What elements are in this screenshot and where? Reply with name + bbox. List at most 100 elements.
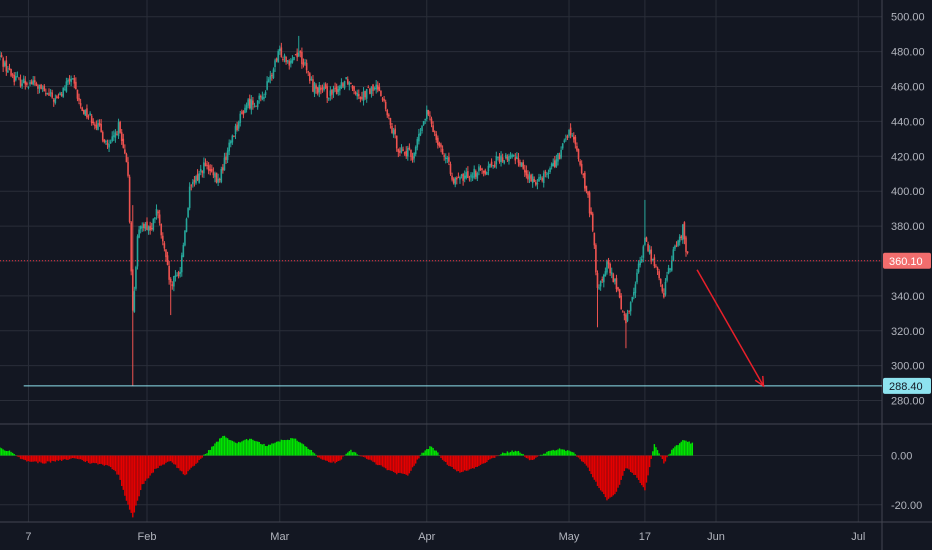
candle-body bbox=[290, 60, 292, 64]
candle-body bbox=[424, 119, 426, 121]
candle-body bbox=[486, 171, 488, 175]
candle-body bbox=[400, 147, 403, 152]
candle-body bbox=[101, 132, 104, 141]
candle-body bbox=[30, 81, 33, 85]
candle-body bbox=[650, 249, 653, 262]
candle-body bbox=[214, 173, 216, 178]
candle-body bbox=[478, 166, 480, 172]
candle-body bbox=[32, 80, 34, 85]
candle-body bbox=[67, 79, 69, 83]
current-price-tag: 360.10 bbox=[883, 252, 931, 269]
candle-body bbox=[364, 91, 366, 98]
candle-body bbox=[195, 176, 197, 184]
candle-body bbox=[550, 163, 553, 167]
candle-body bbox=[190, 185, 193, 187]
candle-body bbox=[582, 174, 585, 176]
candle-body bbox=[168, 265, 170, 280]
candle-body bbox=[196, 173, 199, 181]
candle-body bbox=[610, 272, 613, 275]
candle-body bbox=[647, 243, 649, 251]
candle-body bbox=[60, 94, 63, 96]
y-tick-label: 280.00 bbox=[891, 396, 925, 408]
candle-body bbox=[109, 141, 112, 144]
candle-body bbox=[272, 69, 275, 79]
candle-body bbox=[588, 192, 591, 214]
candle-body bbox=[375, 84, 377, 90]
candle-body bbox=[598, 287, 600, 289]
x-tick-label: Feb bbox=[138, 531, 157, 543]
candle-body bbox=[62, 87, 65, 97]
candle-body bbox=[260, 95, 262, 98]
candle-body bbox=[489, 163, 491, 168]
candle-body bbox=[394, 128, 396, 134]
candle-body bbox=[557, 153, 559, 162]
candle-body bbox=[541, 178, 543, 181]
candle-body bbox=[29, 82, 31, 85]
candle-body bbox=[19, 79, 22, 87]
candle-body bbox=[356, 93, 359, 97]
candle-body bbox=[670, 260, 673, 271]
candle-body bbox=[222, 167, 224, 171]
candle-body bbox=[103, 139, 106, 143]
candle-body bbox=[388, 114, 390, 117]
candle-body bbox=[528, 175, 531, 179]
candle-body bbox=[452, 178, 455, 184]
candle-body bbox=[97, 123, 99, 130]
candle-body bbox=[601, 279, 604, 281]
candle-body bbox=[54, 98, 57, 104]
candle-body bbox=[487, 165, 490, 171]
candle-body bbox=[38, 85, 41, 89]
down-arrow-shaft bbox=[696, 269, 765, 387]
x-tick-label: Apr bbox=[418, 531, 435, 543]
candle-body bbox=[367, 86, 370, 88]
candle-body bbox=[185, 218, 188, 232]
candle-body bbox=[441, 148, 444, 155]
candle-body bbox=[617, 287, 619, 290]
candle-body bbox=[71, 78, 74, 80]
candle-body bbox=[173, 276, 175, 287]
candle-body bbox=[114, 132, 117, 138]
candle-body bbox=[380, 90, 382, 97]
candle-body bbox=[473, 168, 475, 178]
y-tick-label: 340.00 bbox=[891, 291, 925, 303]
candle-body bbox=[547, 172, 550, 174]
candle-body bbox=[369, 88, 371, 94]
candle-body bbox=[324, 84, 327, 88]
candle-body bbox=[143, 224, 145, 228]
candle-body bbox=[18, 77, 20, 79]
candle-body bbox=[370, 87, 373, 94]
candle-body bbox=[678, 236, 681, 243]
candle-body bbox=[329, 90, 332, 97]
candle-body bbox=[353, 86, 355, 92]
y-tick-label: 460.00 bbox=[891, 82, 925, 94]
candle-body bbox=[3, 62, 6, 66]
candle-body bbox=[685, 237, 687, 252]
candle-body bbox=[620, 295, 622, 310]
candle-body bbox=[391, 125, 393, 134]
candle-body bbox=[335, 86, 338, 94]
candle-body bbox=[64, 89, 66, 91]
candle-body bbox=[165, 249, 167, 258]
candle-body bbox=[116, 134, 118, 136]
candle-body bbox=[440, 144, 442, 148]
candle-body bbox=[46, 93, 49, 95]
candle-body bbox=[141, 226, 144, 228]
candle-body bbox=[645, 237, 648, 242]
candle-body bbox=[512, 155, 515, 157]
candle-body bbox=[574, 136, 577, 145]
axes: 500.00 480.00 460.00 440.00 420.00 400.00 380.… bbox=[25, 12, 924, 543]
candle-body bbox=[642, 246, 645, 258]
candle-body bbox=[446, 158, 449, 160]
candle-body bbox=[606, 261, 608, 273]
candle-body bbox=[474, 170, 477, 177]
candle-body bbox=[119, 121, 121, 133]
candle-body bbox=[462, 173, 464, 181]
candle-body bbox=[229, 141, 232, 144]
candle-body bbox=[425, 109, 428, 120]
candle-body bbox=[40, 84, 42, 89]
candle-body bbox=[24, 80, 27, 85]
candle-body bbox=[8, 68, 11, 70]
candle-body bbox=[348, 82, 351, 86]
candle-body bbox=[683, 222, 686, 240]
candle-body bbox=[339, 86, 341, 91]
